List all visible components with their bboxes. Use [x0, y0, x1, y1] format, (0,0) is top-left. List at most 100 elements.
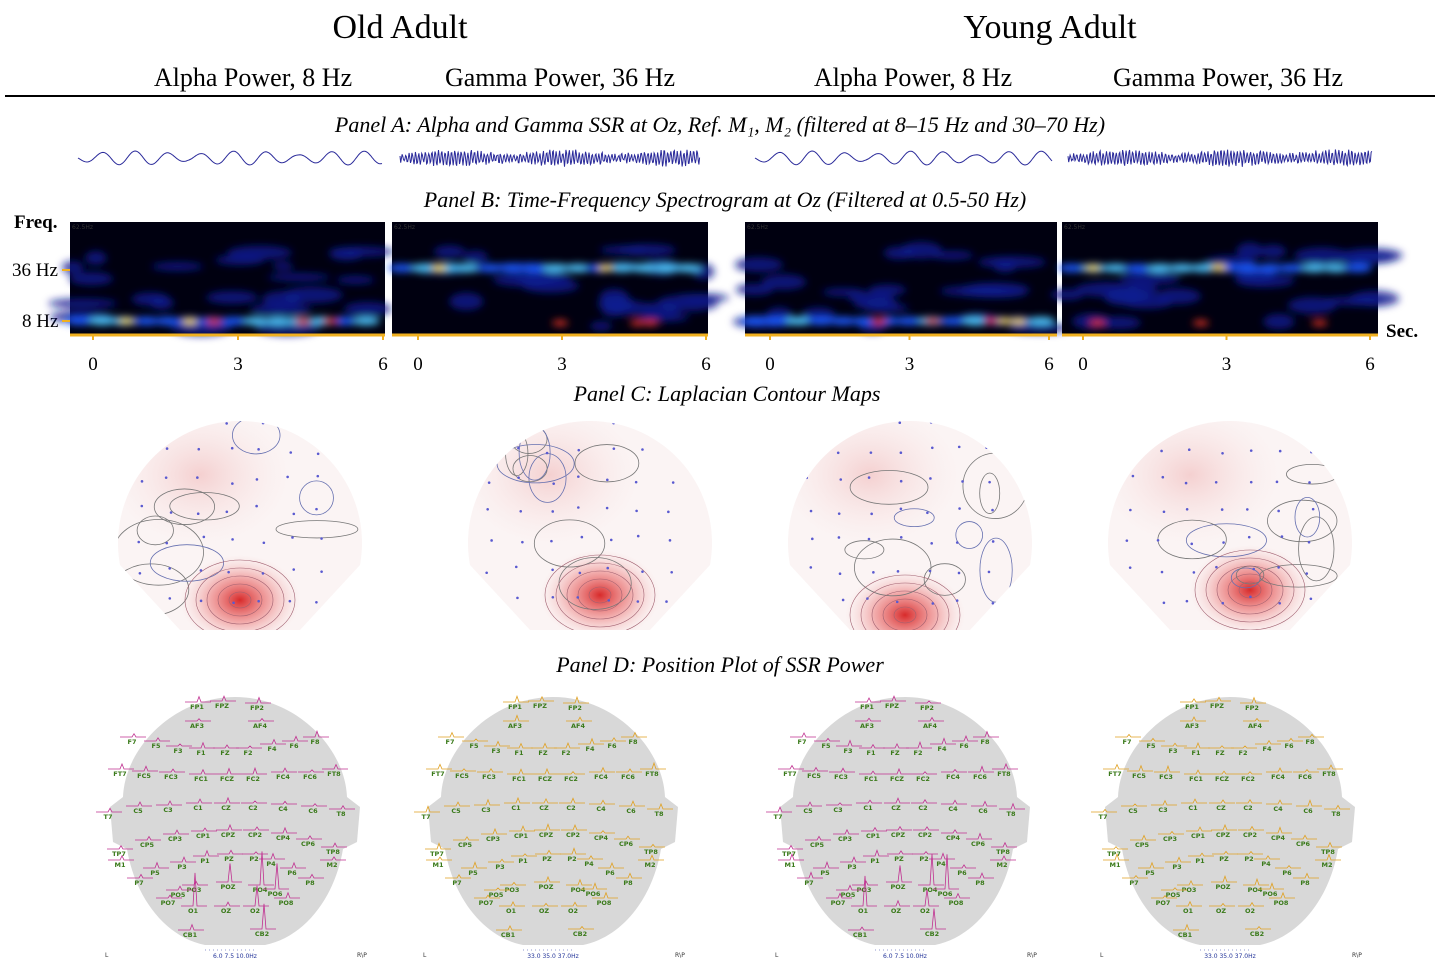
x-tick-label: 3	[233, 354, 243, 375]
electrode-dot	[606, 567, 609, 570]
electrode-dot	[956, 599, 959, 602]
electrode-label: PO7	[1156, 899, 1171, 907]
electrode-label: P7	[452, 879, 461, 887]
electrode-dot	[870, 451, 873, 454]
electrode-label: P3	[1172, 863, 1181, 871]
blob	[1311, 320, 1327, 326]
electrode-dot	[168, 597, 171, 600]
blob	[1263, 314, 1294, 330]
x-tick-label: 0	[1078, 354, 1088, 375]
electrode-dot	[1308, 541, 1311, 544]
electrode-dot	[1185, 482, 1188, 485]
electrode-dot	[641, 448, 644, 451]
blob	[761, 274, 806, 290]
electrode-label: PO8	[279, 899, 294, 907]
electrode-dot	[286, 476, 289, 479]
electrode-dot	[1312, 508, 1315, 511]
electrode-dot	[232, 601, 235, 604]
electrode-dot	[606, 507, 609, 510]
electrode-label: CP3	[168, 835, 182, 843]
spectrogram: 62.5Hz036	[388, 222, 729, 375]
electrode-label: PO7	[831, 899, 846, 907]
electrode-dot	[1160, 450, 1163, 453]
electrode-dot	[226, 510, 229, 513]
condition-title: Gamma Power, 36 Hz	[445, 63, 675, 92]
electrode-dot	[872, 571, 875, 574]
electrode-label: PO4	[571, 886, 586, 894]
blob	[678, 293, 729, 301]
electrode-label: FC1	[1189, 775, 1203, 783]
electrode-label: POZ	[890, 883, 905, 891]
electrode-dot	[1190, 543, 1193, 546]
electrode-dot	[929, 570, 932, 573]
electrode-dot	[635, 481, 638, 484]
blob	[1122, 295, 1173, 309]
electrode-dot	[607, 599, 610, 602]
electrode-label: FC4	[1271, 773, 1285, 781]
blob	[864, 303, 909, 311]
electrode-label: OZ	[891, 907, 902, 915]
electrode-dot	[320, 537, 323, 540]
left-label: L	[105, 952, 109, 959]
map-hot	[540, 550, 660, 640]
electrode-label: TP8	[996, 848, 1010, 856]
electrode-dot	[930, 542, 933, 545]
electrode-label: O2	[1245, 907, 1255, 915]
electrode-dot	[576, 596, 579, 599]
electrode-dot	[521, 541, 524, 544]
electrode-dot	[137, 541, 140, 544]
electrode-dot	[1252, 568, 1255, 571]
y-axis-label: Freq.	[14, 212, 57, 233]
electrode-label: FP2	[568, 704, 582, 712]
electrode-label: F3	[1169, 747, 1178, 755]
electrode-label: P7	[804, 879, 813, 887]
head-silhouette	[110, 697, 360, 945]
electrode-label: CP4	[594, 834, 609, 842]
corner-label: 62.5Hz	[1064, 224, 1085, 231]
x-tick-label: 3	[557, 354, 567, 375]
electrode-dot	[637, 535, 640, 538]
electrode-label: CP3	[486, 835, 500, 843]
map-pink	[1100, 405, 1280, 545]
electrode-label: FC2	[564, 775, 578, 783]
electrode-label: AF3	[190, 722, 204, 730]
electrode-label: F1	[867, 749, 876, 757]
electrode-label: CP6	[971, 840, 986, 848]
position-plot: FP1FPZFP2AF3AF4F7F5F3F1FZF2F4F6F8FT7FC5F…	[96, 696, 367, 960]
electrode-label: C1	[511, 804, 521, 812]
electrode-label: M2	[1322, 861, 1333, 869]
electrode-label: O1	[188, 907, 199, 915]
electrode-label: FCZ	[890, 775, 904, 783]
electrode-label: CZ	[221, 804, 231, 812]
electrode-label: P6	[1282, 869, 1292, 877]
electrode-label: FC2	[916, 775, 930, 783]
electrode-label: TP7	[430, 850, 444, 858]
electrode-label: F4	[938, 745, 947, 753]
x-tick-label: 0	[88, 354, 98, 375]
electrode-dot	[1310, 451, 1313, 454]
electrode-dot	[1157, 539, 1160, 542]
electrode-label: P2	[249, 855, 258, 863]
electrode-dot	[670, 571, 673, 574]
electrode-dot	[606, 479, 609, 482]
y-tick-label: 36 Hz	[12, 260, 58, 281]
electrode-dot	[292, 568, 295, 571]
blob	[1011, 318, 1027, 324]
blob	[206, 291, 258, 304]
electrode-dot	[517, 476, 520, 479]
electrode-dot	[197, 448, 200, 451]
blob	[848, 291, 895, 304]
corner-label: 62.5Hz	[747, 224, 768, 231]
electrode-label: CP2	[248, 831, 262, 839]
electrode-dot	[315, 508, 318, 511]
blob	[132, 292, 170, 305]
electrode-dot	[166, 447, 169, 450]
electrode-label: CP6	[1296, 840, 1311, 848]
electrode-dot	[165, 476, 168, 479]
blob	[674, 264, 702, 272]
blob	[206, 318, 222, 324]
electrode-label: FPZ	[215, 702, 229, 710]
electrode-label: FC2	[1241, 775, 1255, 783]
x-tick-label: 6	[378, 354, 388, 375]
electrode-dot	[1277, 510, 1280, 513]
